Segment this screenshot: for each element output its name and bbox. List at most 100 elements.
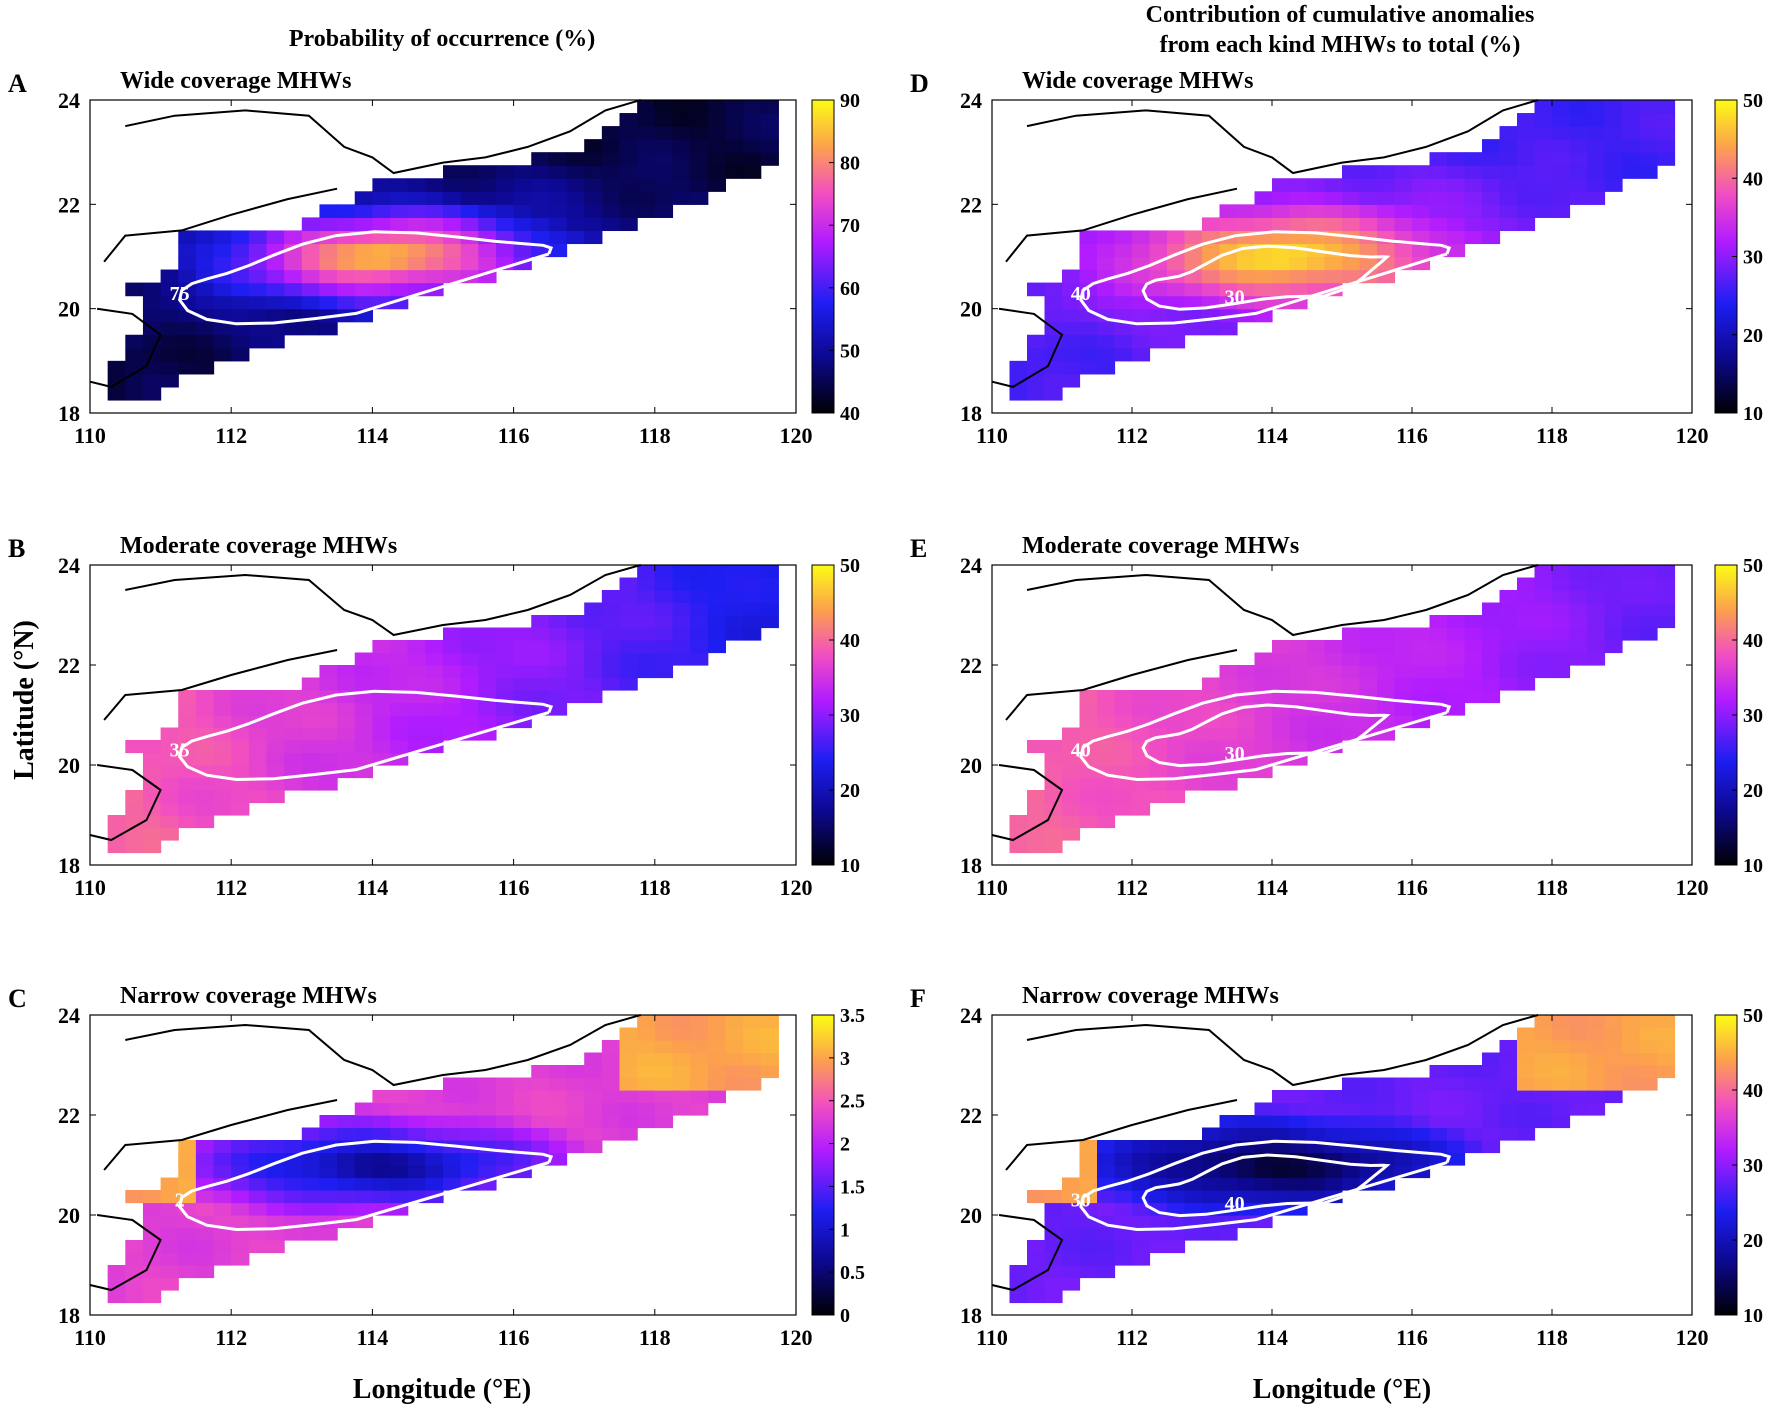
heatmap-cell	[1307, 1165, 1326, 1179]
heatmap-cell	[548, 615, 568, 629]
heatmap-cell	[1447, 677, 1466, 691]
heatmap-cell	[495, 1077, 515, 1091]
y-axis-label: Latitude (°N)	[9, 620, 40, 780]
heatmap-cell	[1482, 602, 1501, 616]
heatmap-cell	[301, 1227, 321, 1241]
heatmap-cell	[1167, 308, 1186, 323]
heatmap-cell	[1272, 178, 1291, 192]
heatmap-cell	[1114, 230, 1133, 245]
heatmap-cell	[460, 1127, 479, 1141]
heatmap-cell	[319, 752, 338, 766]
heatmap-cell	[743, 113, 762, 127]
heatmap-cell	[637, 1077, 656, 1091]
heatmap-cell	[566, 677, 585, 691]
heatmap-cell	[1429, 690, 1448, 704]
heatmap-cell	[548, 204, 568, 218]
heatmap-cell	[1272, 1127, 1291, 1141]
heatmap-cell	[354, 1177, 373, 1191]
heatmap-cell	[160, 321, 179, 336]
heatmap-cell	[1062, 1202, 1081, 1216]
x-tick-label: 114	[1256, 1325, 1288, 1350]
heatmap-cell	[248, 702, 268, 716]
heatmap-cell	[213, 308, 232, 323]
heatmap-cell	[1202, 269, 1221, 284]
heatmap-cell	[1359, 677, 1378, 691]
heatmap-cell	[760, 1015, 779, 1029]
heatmap-cell	[1482, 1127, 1501, 1141]
heatmap-cell	[584, 191, 603, 205]
heatmap-cell	[266, 1202, 285, 1216]
heatmap-cell	[266, 269, 285, 284]
heatmap-cell	[319, 727, 338, 741]
heatmap-cell	[1377, 165, 1396, 179]
heatmap-cell	[1517, 139, 1536, 153]
heatmap-cell	[125, 740, 144, 754]
heatmap-cell	[531, 152, 550, 166]
heatmap-cell	[425, 640, 444, 654]
heatmap-cell	[1499, 1090, 1518, 1104]
heatmap-cell	[1132, 790, 1151, 804]
heatmap-cell	[619, 191, 638, 205]
heatmap-cell	[213, 282, 232, 297]
heatmap-cell	[478, 1152, 497, 1166]
heatmap-cell	[1464, 690, 1483, 704]
heatmap-cell	[1394, 677, 1413, 691]
heatmap-cell	[1552, 665, 1571, 679]
heatmap-cell	[1552, 1115, 1571, 1129]
heatmap-cell	[1062, 827, 1081, 841]
heatmap-cell	[725, 113, 744, 127]
heatmap-cell	[1622, 577, 1641, 591]
heatmap-cell	[1517, 615, 1536, 629]
heatmap-cell	[125, 1277, 144, 1291]
x-tick-label: 112	[215, 423, 247, 448]
heatmap-cell	[372, 1140, 391, 1154]
heatmap-cell	[284, 1227, 303, 1241]
heatmap-cell	[1552, 165, 1571, 179]
coastline	[1026, 1014, 1539, 1087]
heatmap-cell	[1237, 1177, 1256, 1191]
heatmap-cell	[319, 1227, 338, 1241]
heatmap-cell	[1604, 113, 1623, 127]
x-tick-label: 112	[1116, 1325, 1148, 1350]
heatmap-cell	[1534, 126, 1553, 140]
heatmap-cell	[1464, 217, 1483, 232]
heatmap-cell	[1604, 602, 1623, 616]
heatmap-cell	[1079, 1227, 1098, 1241]
heatmap-cell	[390, 1115, 409, 1129]
heatmap-cell	[1289, 640, 1308, 654]
heatmap-cell	[584, 178, 603, 192]
heatmap-cell	[1359, 243, 1378, 258]
heatmap-cell	[1079, 269, 1098, 284]
heatmap-cell	[125, 347, 144, 362]
heatmap-cell	[443, 640, 462, 654]
contour-line-D	[1079, 230, 1452, 326]
heatmap-cell	[548, 152, 568, 166]
heatmap-cell	[478, 178, 497, 192]
heatmap-cell	[425, 243, 444, 258]
heatmap-cell	[672, 640, 691, 654]
heatmap-cell	[1114, 715, 1133, 729]
heatmap-cell	[372, 191, 391, 205]
heatmap-cell	[337, 256, 356, 271]
x-tick-label: 116	[1396, 875, 1428, 900]
colorbar-tick-label: 40	[840, 630, 860, 652]
heatmap-cell	[1027, 282, 1046, 297]
heatmap-cell	[425, 1140, 444, 1154]
heatmap-cell	[1447, 1090, 1466, 1104]
heatmap-cell	[1184, 230, 1203, 245]
heatmap-cell	[372, 1115, 391, 1129]
heatmap-cell	[1097, 790, 1116, 804]
heatmap-cell	[654, 1102, 674, 1116]
heatmap-cell	[178, 1265, 197, 1279]
heatmap-cell	[743, 577, 762, 591]
heatmap-cell	[566, 178, 585, 192]
heatmap-cell	[160, 295, 179, 310]
heatmap-cell	[601, 152, 621, 166]
heatmap-cell	[672, 152, 691, 166]
heatmap-cell	[743, 165, 762, 179]
contour-label-A: 75	[170, 283, 190, 305]
heatmap-cell	[478, 217, 497, 232]
heatmap-cell	[1114, 321, 1133, 336]
heatmap-cell	[354, 256, 373, 271]
